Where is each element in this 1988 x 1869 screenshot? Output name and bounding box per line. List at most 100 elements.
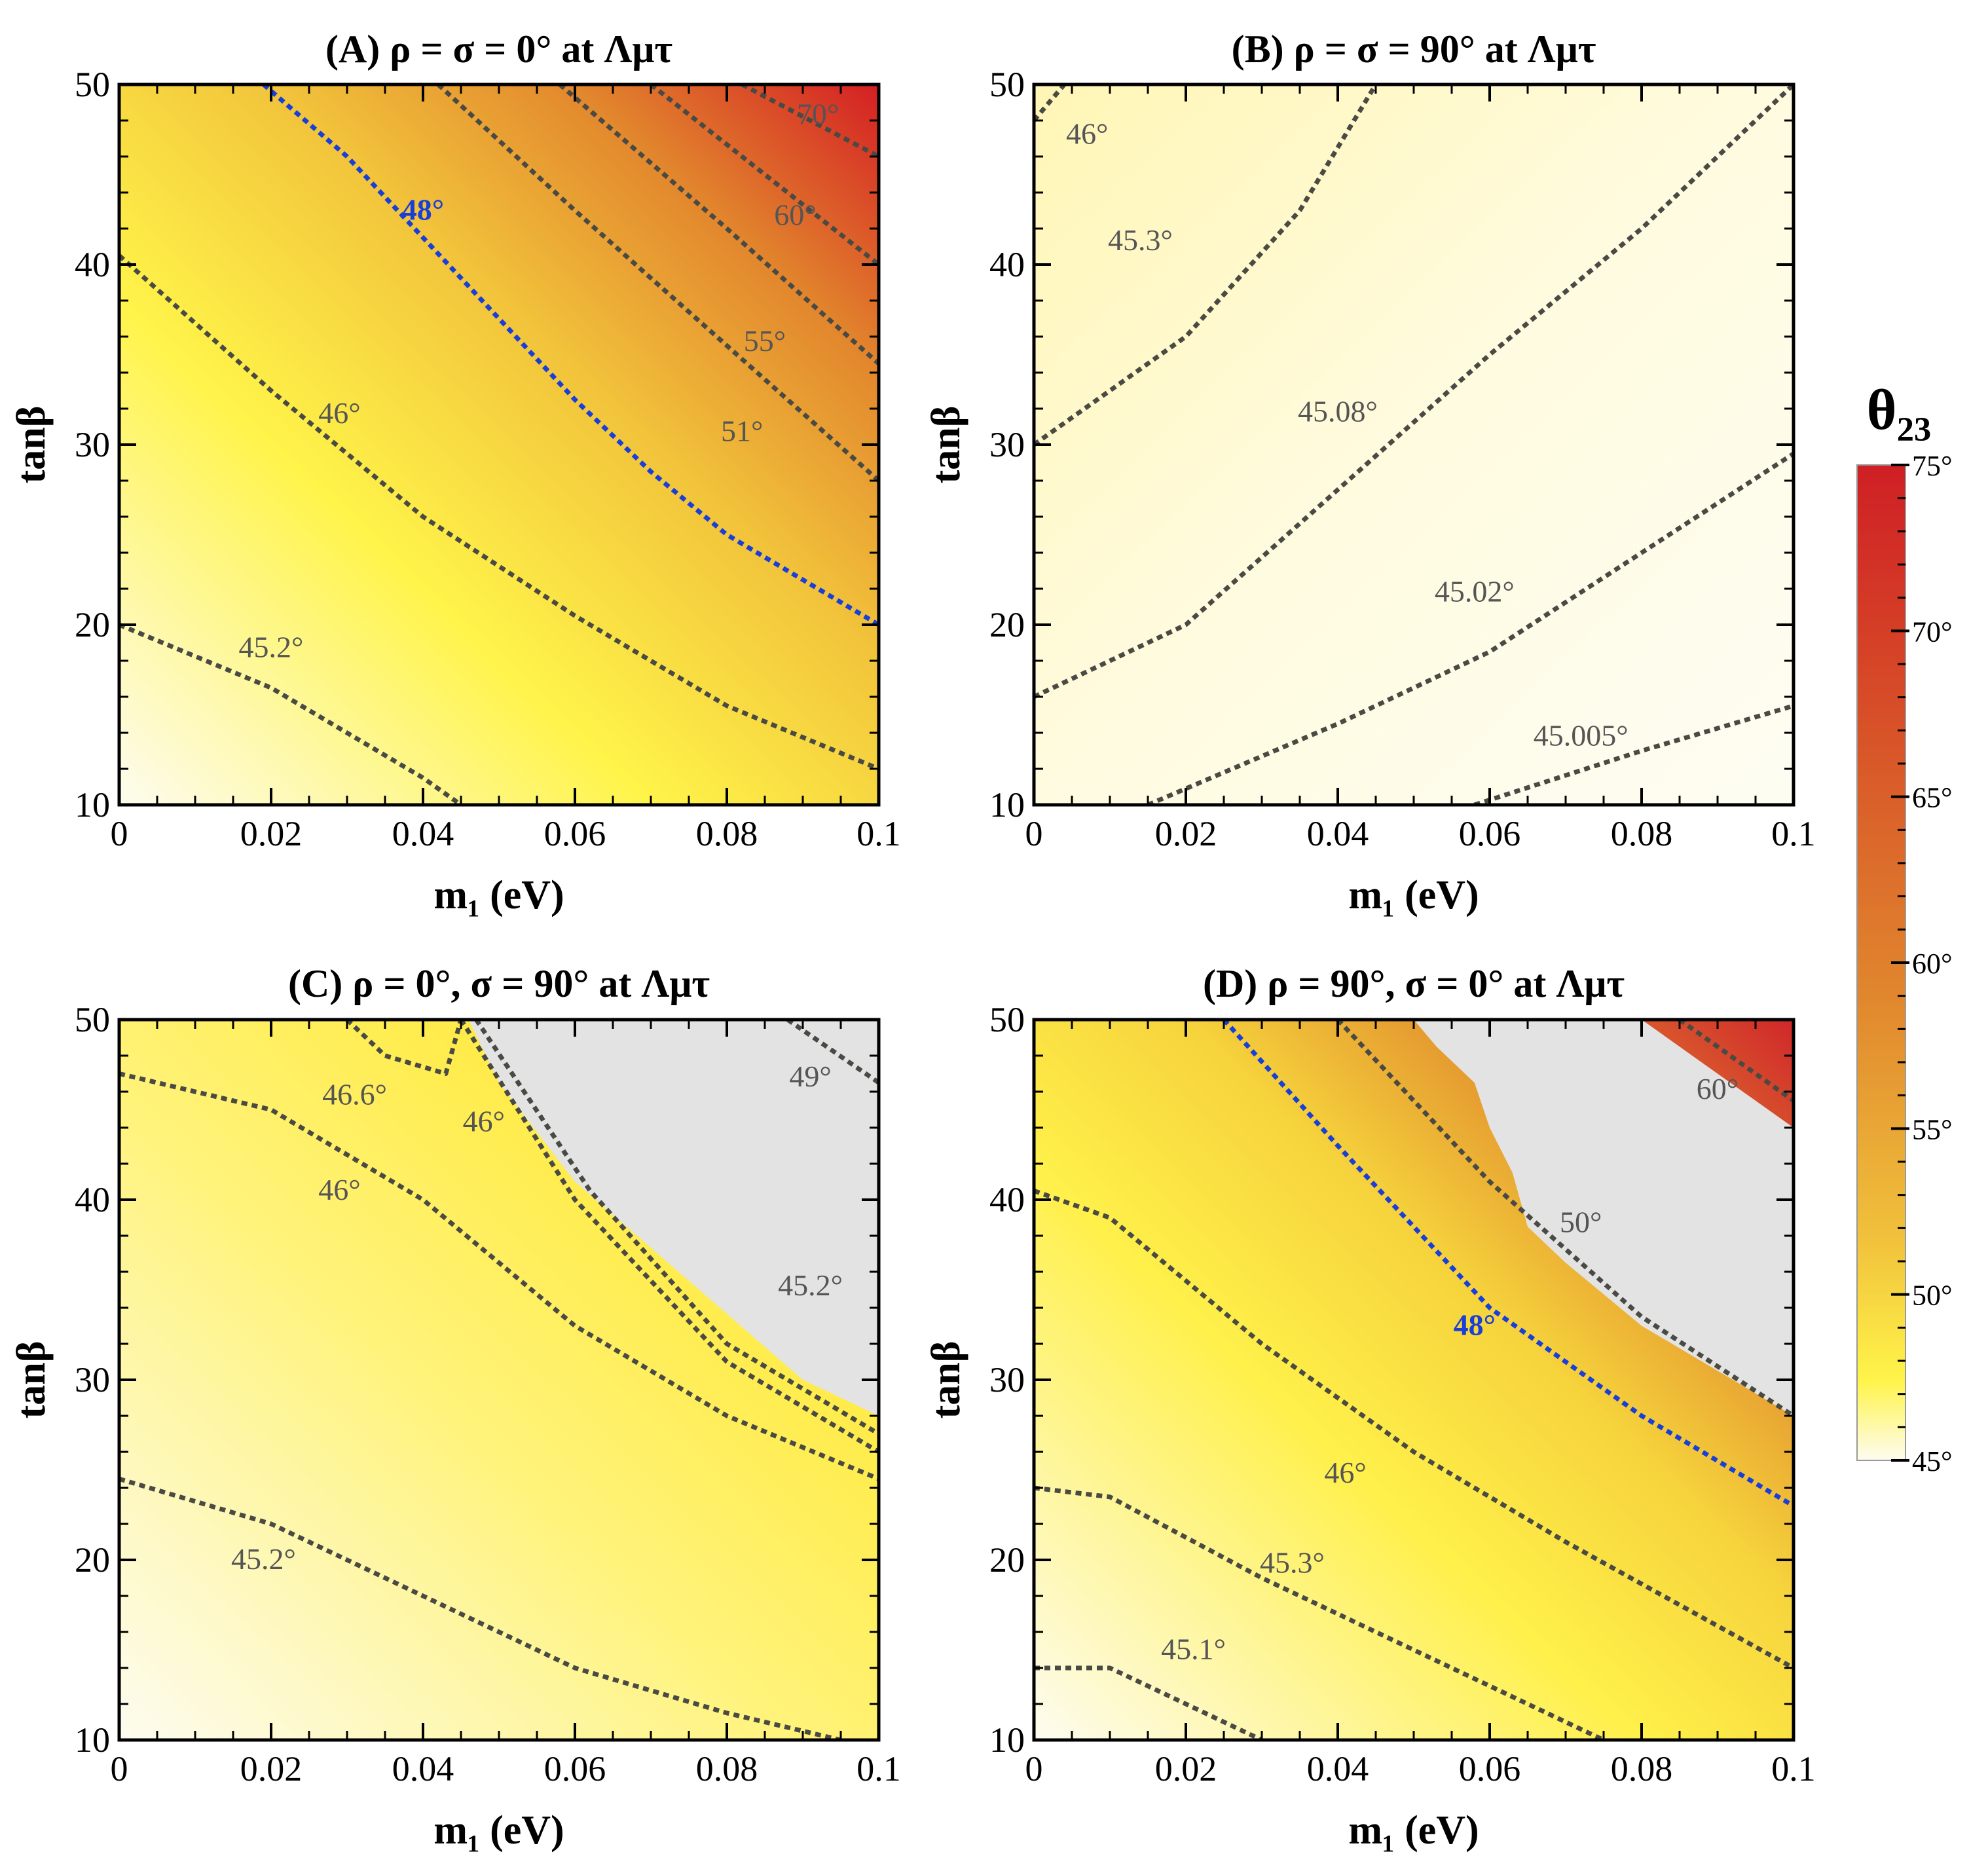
- panel-c-ytick-label-2: 30: [75, 1360, 110, 1399]
- panel-d-excluded-region: [1414, 1020, 1794, 1416]
- panel-b-contour-label-0: 46°: [1066, 117, 1108, 151]
- panel-a-xtick-label-5: 0.1: [856, 814, 901, 853]
- panel-c-contour-label-1: 46°: [318, 1173, 360, 1206]
- panel-a-ylabel: tanβ: [9, 406, 54, 484]
- panel-a-contour-label-6: 70°: [797, 98, 839, 131]
- panel-b-contour-3: [1147, 451, 1794, 805]
- panel-c-excluded-region: [468, 1020, 879, 1416]
- panel-c: (C) ρ = 0°, σ = 90° at Λμτ 45.2° 46° 46.6°…: [9, 962, 901, 1853]
- panel-c-ylabel: tanβ: [9, 1341, 54, 1419]
- panel-a-heatmap: [119, 84, 879, 805]
- panel-a: (A) ρ = σ = 0° at Λμτ 45.2° 46° 48° 51° 55° 6…: [9, 28, 901, 917]
- panel-b-contour-label-2: 45.08°: [1298, 394, 1378, 428]
- panel-a-contour-3: [436, 84, 879, 483]
- panel-b-xlabel: m₁ (eV): [1348, 873, 1479, 917]
- panel-d-title: (D) ρ = 90°, σ = 0° at Λμτ: [1203, 962, 1625, 1005]
- panel-c-contour-4: [474, 1020, 879, 1436]
- panel-c-ytick-label-4: 50: [75, 1000, 110, 1039]
- panel-b-ytick-label-4: 50: [989, 65, 1025, 104]
- panel-c-xtick-label-2: 0.04: [392, 1749, 454, 1788]
- panel-c-contour-label-0: 45.2°: [231, 1542, 296, 1576]
- panel-b-ytick-label-0: 10: [989, 785, 1025, 824]
- panel-a-contour-6: [741, 84, 879, 159]
- panel-d-contour-3: [1222, 1020, 1794, 1508]
- colorbar-tick-label-1: 70°: [1912, 616, 1953, 648]
- panel-a-xtick-label-3: 0.06: [544, 814, 606, 853]
- panel-a-contour-5: [649, 84, 879, 267]
- colorbar-tick-label-5: 50°: [1912, 1280, 1953, 1312]
- panel-d-contour-5: [1678, 1020, 1794, 1103]
- panel-a-contour-label-1: 46°: [318, 396, 360, 430]
- panel-c-xtick-label-5: 0.1: [856, 1749, 901, 1788]
- panel-b-xtick-label-1: 0.02: [1155, 814, 1217, 853]
- panel-c-ytick-label-1: 20: [75, 1540, 110, 1580]
- panel-a-xtick-label-0: 0: [111, 814, 128, 853]
- panel-c-xtick-label-1: 0.02: [240, 1749, 303, 1788]
- panel-d-ytick-label-2: 30: [989, 1360, 1025, 1399]
- panel-d-contour-0: [1034, 1665, 1263, 1740]
- panel-b-contour-0: [1034, 84, 1067, 122]
- panel-b-contour-2: [1034, 84, 1794, 699]
- panel-c-contour-label-6: 49°: [789, 1060, 831, 1093]
- panel-a-contour-4: [558, 84, 879, 365]
- panel-d-contour-label-3: 48°: [1454, 1308, 1496, 1341]
- panel-a-contour-label-4: 55°: [744, 324, 786, 358]
- colorbar-tick-label-6: 45°: [1912, 1445, 1953, 1477]
- panel-d-contour-2: [1034, 1189, 1794, 1671]
- panel-d-ytick-label-1: 20: [989, 1540, 1025, 1580]
- panel-c-contour-label-5: 45.2°: [778, 1268, 843, 1302]
- panel-b-contour-label-3: 45.02°: [1435, 574, 1515, 608]
- panel-d-xtick-label-0: 0: [1025, 1749, 1043, 1788]
- panel-d-contour-label-1: 45.3°: [1260, 1545, 1325, 1579]
- panel-c-contour-0: [119, 1476, 841, 1740]
- panel-d-contour-1: [1034, 1485, 1605, 1740]
- panel-d: (D) ρ = 90°, σ = 0° at Λμτ 45.1° 45.3° 46°…: [924, 962, 1816, 1853]
- panel-a-contour-label-5: 60°: [774, 198, 816, 232]
- panel-a-xtick-label-1: 0.02: [240, 814, 303, 853]
- panel-d-xtick-label-1: 0.02: [1155, 1749, 1217, 1788]
- panel-a-ytick-label-1: 20: [75, 605, 110, 644]
- panel-a-contour-label-3: 51°: [721, 415, 763, 448]
- panel-a-ytick-label-4: 50: [75, 65, 110, 104]
- panel-d-ytick-label-4: 50: [989, 1000, 1025, 1039]
- panel-c-ytick-label-3: 40: [75, 1180, 110, 1219]
- panel-b-title: (B) ρ = σ = 90° at Λμτ: [1232, 28, 1596, 71]
- panel-c-xlabel: m₁ (eV): [433, 1808, 564, 1853]
- colorbar-tick-label-4: 55°: [1912, 1113, 1953, 1145]
- panel-a-title: (A) ρ = σ = 0° at Λμτ: [325, 28, 672, 71]
- panel-a-ytick-label-3: 40: [75, 245, 110, 284]
- panel-b-ytick-label-2: 30: [989, 425, 1025, 464]
- colorbar-title: θ₂₃: [1867, 379, 1932, 442]
- colorbar-tick-label-0: 75°: [1912, 450, 1953, 482]
- panel-c-contour-label-2: 46.6°: [322, 1077, 387, 1111]
- panel-a-contour-2: [262, 84, 879, 627]
- panel-b-contour-1: [1034, 84, 1378, 447]
- panel-a-contour-0: [119, 622, 463, 805]
- panel-d-ytick-label-0: 10: [989, 1720, 1025, 1760]
- panel-c-xtick-label-4: 0.08: [696, 1749, 758, 1788]
- panel-b-ylabel: tanβ: [924, 406, 968, 484]
- panel-a-contour-1: [119, 253, 879, 771]
- panel-c-xtick-label-3: 0.06: [544, 1749, 606, 1788]
- colorbar: θ₂₃ 75° 70° 65° 60° 55° 50° 45°: [1856, 379, 1953, 1477]
- panel-d-xtick-label-3: 0.06: [1459, 1749, 1521, 1788]
- panel-d-contour-label-4: 50°: [1560, 1206, 1602, 1239]
- panel-d-contour-label-5: 60°: [1697, 1072, 1739, 1105]
- panel-d-xlabel: m₁ (eV): [1348, 1808, 1479, 1853]
- panel-d-xtick-label-5: 0.1: [1771, 1749, 1816, 1788]
- panel-a-ytick-label-2: 30: [75, 425, 110, 464]
- colorbar-tick-label-3: 60°: [1912, 948, 1953, 980]
- panel-d-xtick-label-4: 0.08: [1611, 1749, 1673, 1788]
- panel-b-contour-label-1: 45.3°: [1108, 223, 1173, 257]
- panel-d-contour-4: [1336, 1020, 1794, 1418]
- panel-a-contour-label-2: 48°: [402, 193, 444, 226]
- panel-a-ytick-label-0: 10: [75, 785, 110, 824]
- colorbar-tick-label-2: 65°: [1912, 782, 1953, 814]
- panel-d-ylabel: tanβ: [924, 1341, 968, 1419]
- panel-b-ytick-label-1: 20: [989, 605, 1025, 644]
- panel-a-contour-label-0: 45.2°: [239, 631, 304, 664]
- panel-b-contour-label-4: 45.005°: [1534, 718, 1629, 752]
- panel-a-xtick-label-2: 0.04: [392, 814, 454, 853]
- panel-c-contour-3: [459, 1020, 879, 1454]
